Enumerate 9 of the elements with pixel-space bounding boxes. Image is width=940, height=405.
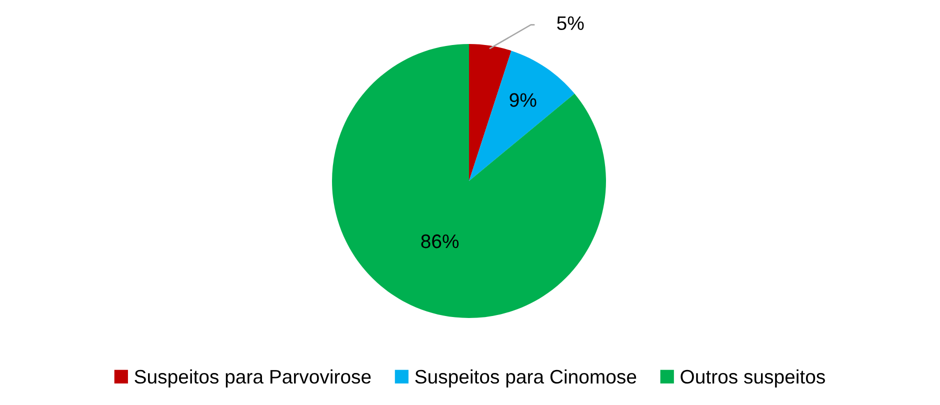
legend-label: Suspeitos para Cinomose: [415, 369, 636, 388]
pie-slice: [332, 44, 606, 318]
data-label: 86%: [421, 234, 459, 248]
legend-label: Outros suspeitos: [680, 369, 825, 388]
data-label: 9%: [510, 93, 536, 107]
pie-slice: [469, 50, 575, 181]
pie-slice: [469, 44, 512, 181]
legend-label: Suspeitos para Parvovirose: [134, 369, 371, 388]
data-label: 5%: [557, 16, 584, 30]
